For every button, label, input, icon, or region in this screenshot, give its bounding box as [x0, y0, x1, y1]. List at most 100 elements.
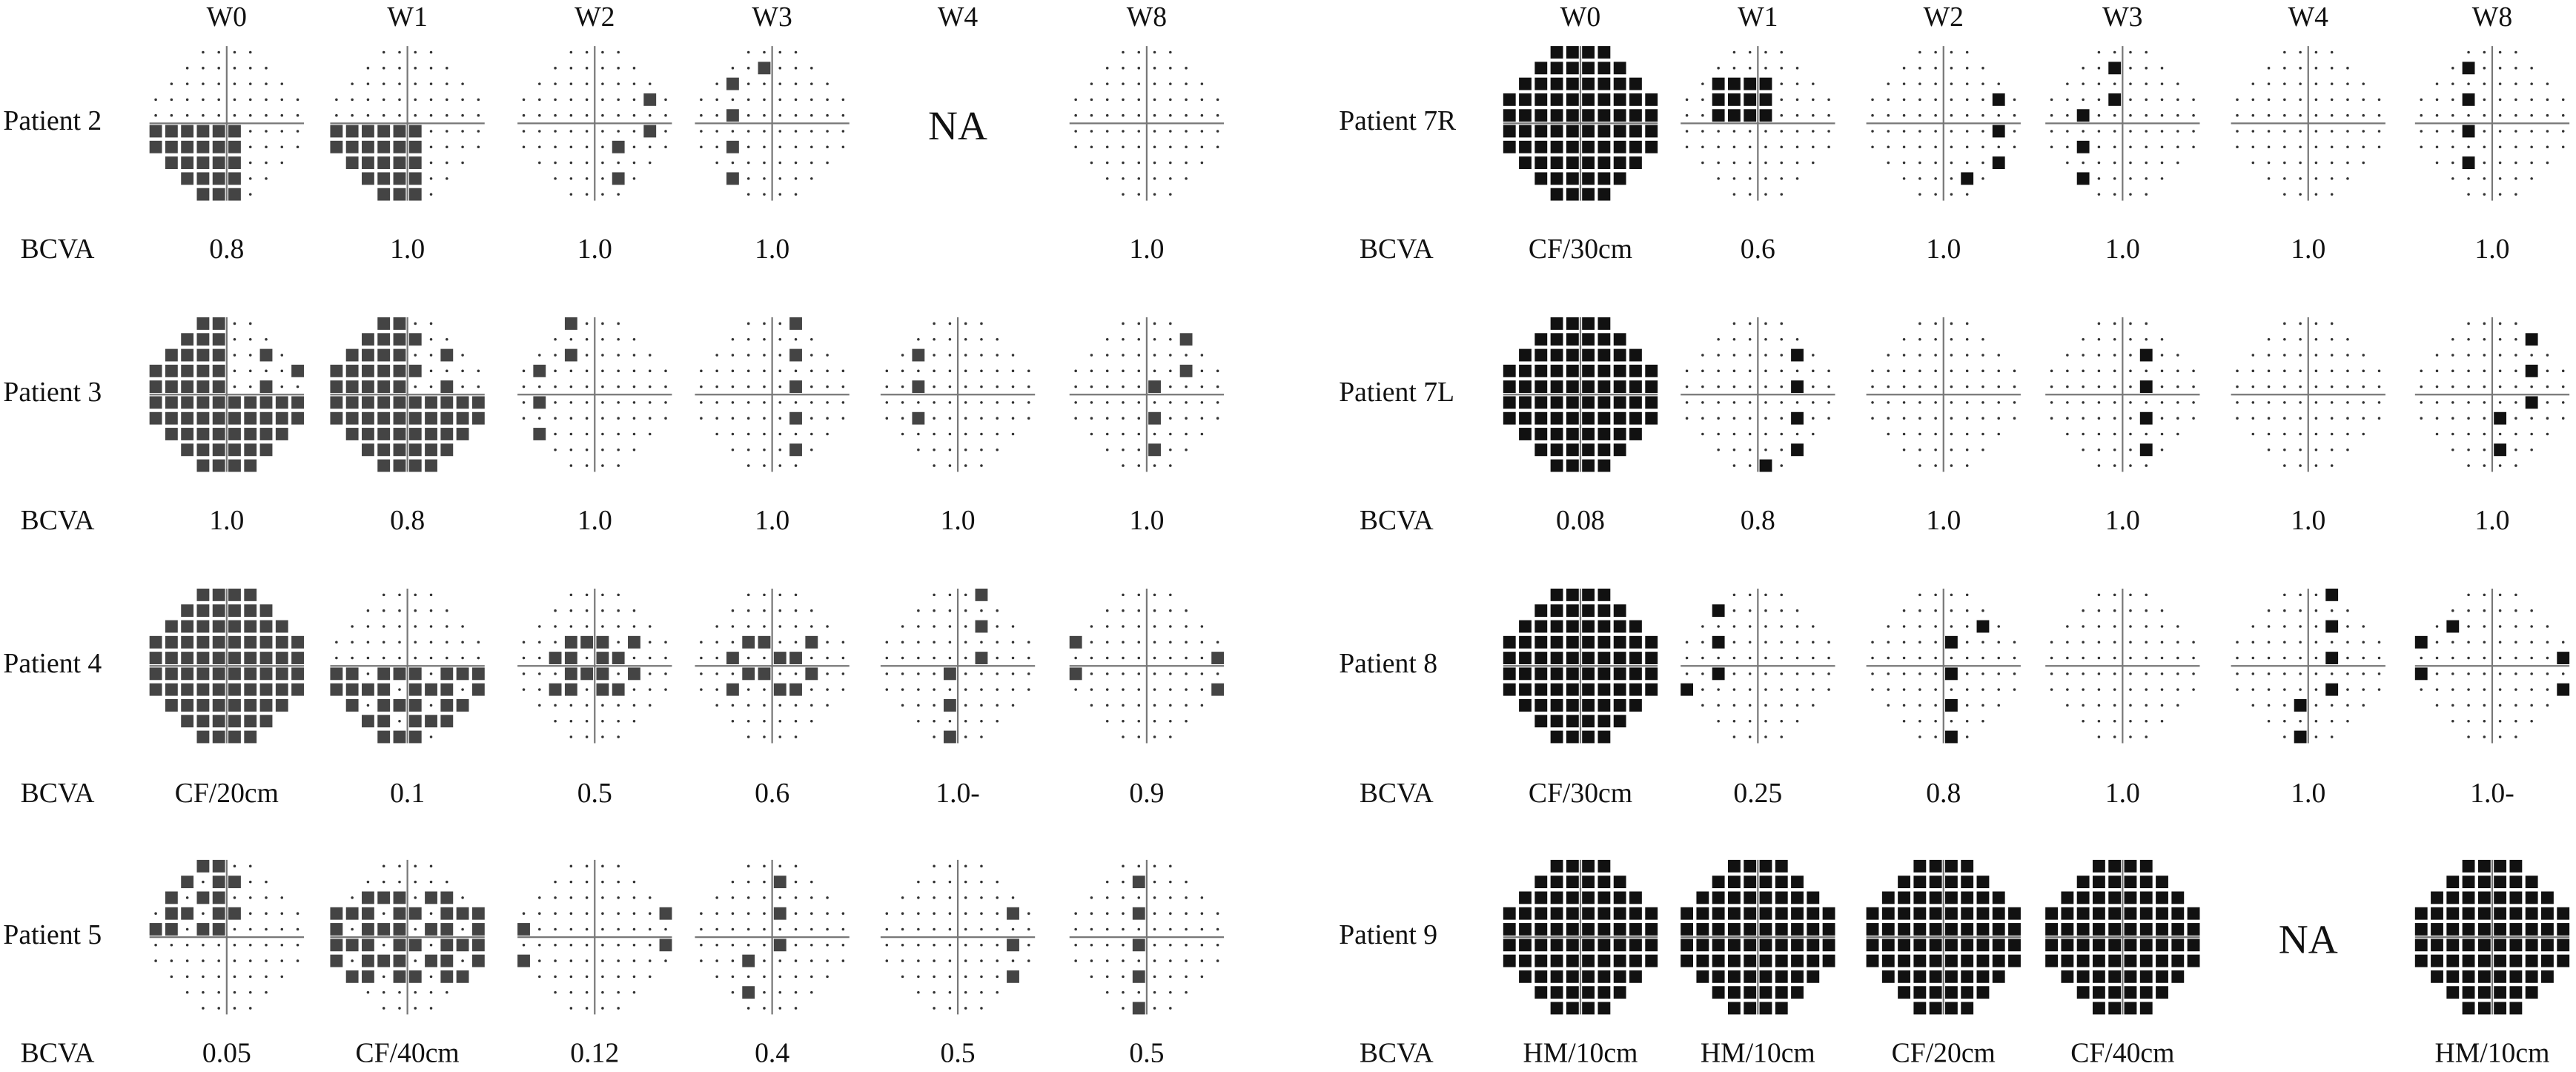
test-point	[826, 912, 829, 915]
test-point	[601, 704, 604, 707]
test-point	[1764, 177, 1767, 180]
defect-square	[345, 939, 359, 952]
test-point	[585, 449, 589, 451]
defect-square	[1898, 954, 1910, 967]
test-point	[778, 896, 782, 899]
test-point	[1827, 369, 1830, 373]
test-point	[996, 896, 999, 899]
test-point	[1105, 98, 1109, 102]
test-point	[2330, 130, 2334, 133]
defect-square	[1550, 77, 1563, 90]
test-point	[980, 990, 983, 994]
defect-square	[789, 411, 802, 425]
defect-square	[1712, 876, 1725, 889]
test-point	[1122, 354, 1125, 357]
test-point	[1780, 50, 1784, 54]
test-point	[763, 130, 766, 133]
defect-square	[440, 939, 454, 952]
test-point	[648, 959, 652, 962]
defect-square	[1629, 125, 1642, 138]
test-point	[2097, 464, 2101, 467]
defect-square	[345, 699, 359, 712]
bcva-value: 1.0-	[936, 778, 980, 809]
defect-square	[196, 172, 210, 185]
test-point	[2299, 130, 2302, 133]
test-point	[1950, 369, 1953, 373]
test-point	[2467, 432, 2470, 436]
test-point	[522, 401, 526, 404]
test-point	[1748, 385, 1752, 388]
test-point	[1200, 975, 1204, 979]
test-point	[1122, 432, 1125, 436]
test-point	[429, 130, 433, 133]
defect-square	[1727, 954, 1741, 967]
test-point	[810, 432, 813, 436]
test-point	[1153, 880, 1156, 884]
test-point	[1934, 82, 1937, 85]
test-point	[2377, 417, 2381, 420]
test-point	[1732, 67, 1736, 70]
defect-square	[425, 954, 437, 967]
test-point	[617, 337, 620, 341]
test-point	[933, 688, 936, 691]
test-point	[2283, 593, 2286, 597]
defect-square	[1179, 333, 1193, 346]
test-point	[585, 432, 589, 436]
test-point	[382, 990, 385, 994]
defect-square	[580, 667, 594, 681]
defect-square	[440, 348, 454, 362]
test-point	[1185, 975, 1188, 979]
defect-square	[259, 443, 273, 457]
test-point	[2113, 464, 2116, 467]
test-point	[2145, 401, 2148, 404]
defect-square	[393, 348, 406, 362]
test-point	[2066, 656, 2069, 660]
test-point	[763, 82, 766, 85]
defect-square	[228, 156, 241, 169]
defect-square	[393, 317, 406, 330]
test-point	[715, 385, 718, 388]
test-point	[2113, 688, 2116, 691]
bcva-value: 1.0	[577, 505, 612, 536]
test-point	[1764, 735, 1767, 738]
test-point	[2066, 385, 2069, 388]
test-point	[1812, 98, 1815, 102]
test-point	[1701, 672, 1704, 675]
test-point	[2514, 67, 2517, 70]
test-point	[429, 672, 433, 675]
defect-square	[2462, 954, 2475, 967]
defect-square	[181, 907, 194, 920]
test-point	[731, 432, 735, 436]
test-point	[2346, 385, 2349, 388]
defect-square	[345, 125, 359, 138]
test-point	[794, 880, 798, 884]
test-point	[2192, 98, 2195, 102]
defect-square	[362, 333, 374, 346]
test-point	[648, 896, 652, 899]
visual-field-plot	[2231, 46, 2385, 201]
test-point	[2066, 113, 2069, 117]
test-point	[1122, 98, 1125, 102]
defect-square	[1613, 172, 1626, 185]
defect-square	[1613, 125, 1626, 138]
test-point	[1105, 401, 1109, 404]
defect-square	[149, 667, 162, 681]
test-point	[569, 927, 573, 931]
test-point	[933, 927, 936, 931]
test-point	[1764, 67, 1767, 70]
test-point	[778, 161, 782, 165]
defect-square	[533, 396, 546, 409]
test-point	[1216, 385, 1219, 388]
test-point	[1918, 641, 1921, 644]
defect-square	[393, 923, 406, 936]
test-point	[538, 145, 541, 149]
test-point	[1185, 672, 1188, 675]
test-point	[248, 130, 252, 133]
test-point	[2451, 354, 2454, 357]
defect-square	[1550, 62, 1563, 75]
test-point	[731, 927, 735, 931]
defect-square	[1503, 140, 1516, 153]
defect-square	[1566, 970, 1579, 983]
defect-square	[789, 652, 802, 664]
test-point	[617, 98, 620, 102]
